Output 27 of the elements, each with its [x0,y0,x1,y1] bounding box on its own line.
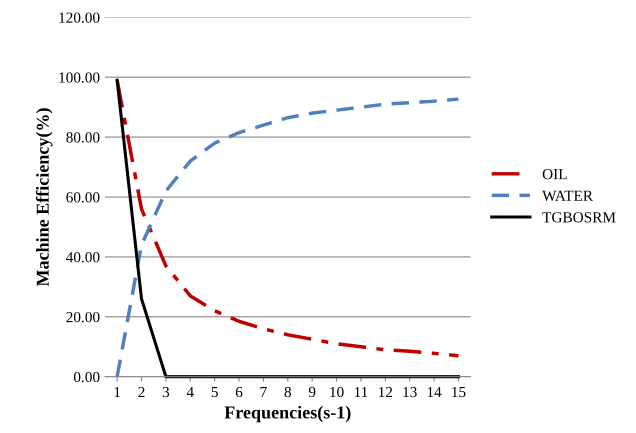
x-tick-label: 11 [354,386,368,398]
x-tick-label: 14 [428,386,442,398]
y-axis-title: Machine Efficiency(%) [36,108,53,286]
x-tick-label: 7 [260,387,267,398]
y-tick-label: 40.00 [66,252,100,262]
x-tick-label: 8 [284,386,292,398]
x-tick-label: 12 [379,386,392,398]
x-tick-label: 10 [330,386,344,398]
x-tick-label: 1 [114,386,120,398]
y-tick-label: 80.00 [66,132,100,143]
x-tick-label: 9 [308,386,316,398]
x-axis-title: Frequencies(s-1) [224,406,351,422]
legend-label: TGBOSRM [542,212,616,222]
x-tick-label: 3 [162,386,170,398]
y-tick-label: 60.00 [66,192,100,203]
x-tick-label: 13 [403,386,417,398]
x-tick-label: 2 [138,386,144,398]
y-tick-label: 0.00 [74,372,100,382]
x-tick-label: 6 [236,386,242,398]
legend-label: WATER [542,190,594,201]
x-tick-label: 15 [452,386,466,398]
y-tick-label: 120.00 [59,12,100,23]
y-tick-label: 100.00 [59,72,100,83]
x-tick-label: 4 [186,386,194,398]
legend-label: OIL [542,169,567,180]
x-tick-label: 5 [212,387,218,398]
y-tick-label: 20.00 [66,312,100,322]
